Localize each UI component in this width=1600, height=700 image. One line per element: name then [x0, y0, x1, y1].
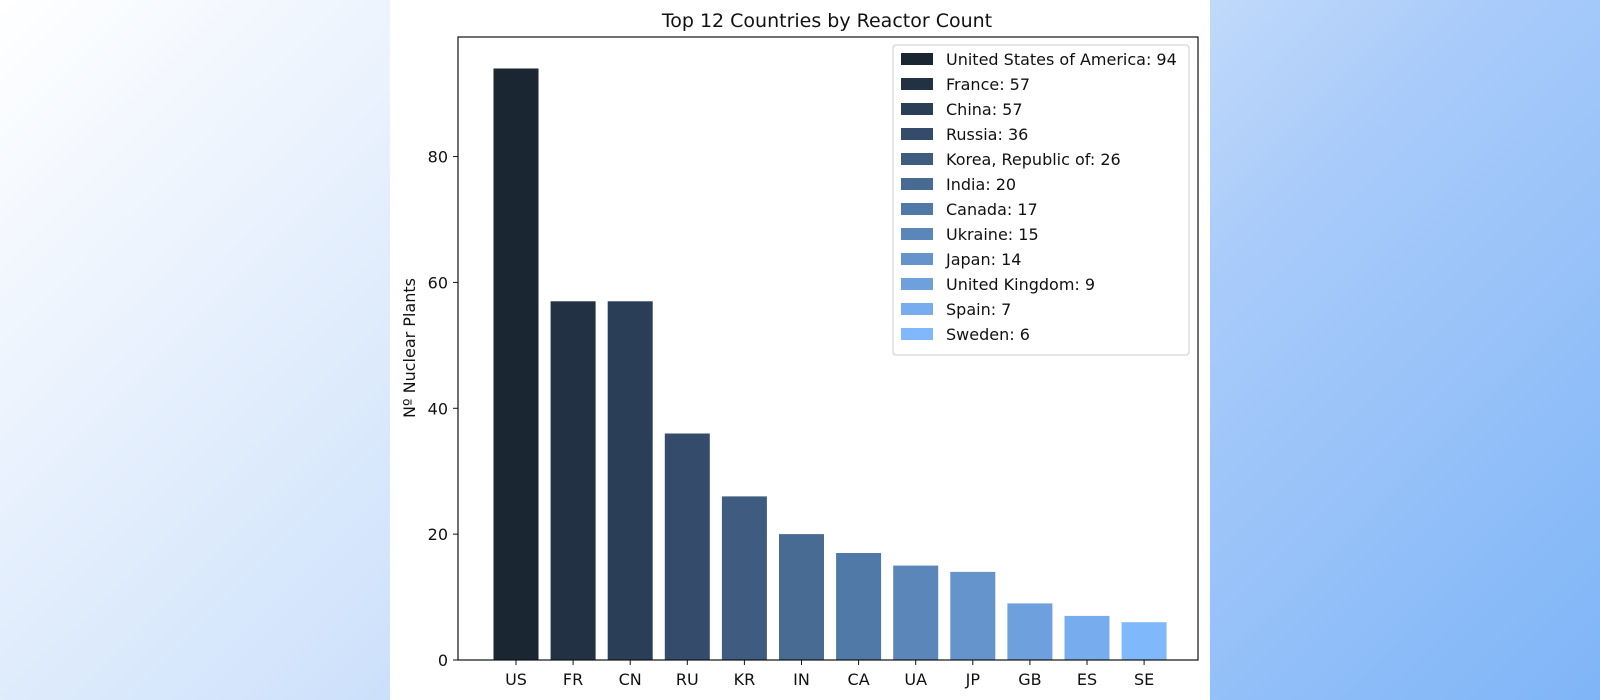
legend-box — [892, 44, 1190, 356]
x-tick-label: KR — [734, 670, 756, 689]
bar-ru — [664, 433, 710, 660]
y-tick-label: 40 — [428, 399, 448, 418]
legend-label: India: 20 — [946, 175, 1016, 194]
bar-kr — [721, 496, 767, 660]
y-tick-label: 0 — [438, 651, 448, 670]
bar-jp — [950, 571, 996, 660]
y-tick-label: 20 — [428, 525, 448, 544]
x-tick-label: CN — [619, 670, 642, 689]
legend-swatch — [901, 253, 933, 265]
x-tick-label: ES — [1077, 670, 1097, 689]
legend-label: United States of America: 94 — [946, 50, 1177, 69]
bar-cn — [607, 301, 653, 660]
legend-label: Korea, Republic of: 26 — [946, 150, 1121, 169]
legend-label: Spain: 7 — [946, 300, 1011, 319]
x-tick-label: RU — [676, 670, 699, 689]
bar-fr — [550, 301, 596, 660]
x-tick-label: FR — [563, 670, 583, 689]
legend-swatch — [901, 153, 933, 165]
x-tick-label: US — [505, 670, 527, 689]
legend-swatch — [901, 203, 933, 215]
chart-panel: Top 12 Countries by Reactor Count Nº Nuc… — [390, 0, 1210, 700]
bar-ca — [836, 553, 882, 660]
bar-in — [779, 534, 824, 660]
bar-chart: Top 12 Countries by Reactor Count Nº Nuc… — [400, 10, 1199, 689]
y-axis-label: Nº Nuclear Plants — [400, 278, 419, 418]
legend-swatch — [901, 328, 933, 340]
x-tick-label: SE — [1134, 670, 1154, 689]
legend: United States of America: 94 France: 57 Ch… — [892, 44, 1190, 356]
legend-swatch — [901, 128, 933, 140]
x-tick-label: UA — [904, 670, 927, 689]
legend-swatch — [901, 78, 933, 90]
legend-label: Sweden: 6 — [946, 325, 1030, 344]
chart-title: Top 12 Countries by Reactor Count — [661, 10, 992, 32]
legend-swatch — [901, 178, 933, 190]
bar-us — [493, 68, 539, 660]
x-tick-label: JP — [965, 670, 981, 689]
bar-se — [1121, 622, 1167, 660]
x-tick-label: IN — [793, 670, 810, 689]
y-tick-label: 80 — [428, 148, 448, 167]
y-tick-label: 60 — [428, 273, 448, 292]
legend-swatch — [901, 103, 933, 115]
legend-label: Russia: 36 — [946, 125, 1028, 144]
legend-swatch — [901, 53, 933, 65]
x-tick-label: CA — [848, 670, 870, 689]
legend-label: United Kingdom: 9 — [946, 275, 1095, 294]
x-tick-label: GB — [1018, 670, 1041, 689]
bar-gb — [1007, 603, 1053, 660]
legend-swatch — [901, 278, 933, 290]
bar-es — [1064, 615, 1110, 660]
legend-label: China: 57 — [946, 100, 1023, 119]
legend-label: Canada: 17 — [946, 200, 1038, 219]
legend-label: Ukraine: 15 — [946, 225, 1039, 244]
bars-layer — [493, 68, 1167, 660]
legend-swatch — [901, 228, 933, 240]
axis-ticks: US FR CN RU KR IN CA UA JP GB ES SE 0 20 40 60 80 — [428, 148, 1155, 689]
plot-frame — [457, 36, 1199, 661]
bar-ua — [893, 565, 939, 660]
legend-label: France: 57 — [946, 75, 1030, 94]
legend-swatch — [901, 303, 933, 315]
legend-label: Japan: 14 — [945, 250, 1021, 269]
